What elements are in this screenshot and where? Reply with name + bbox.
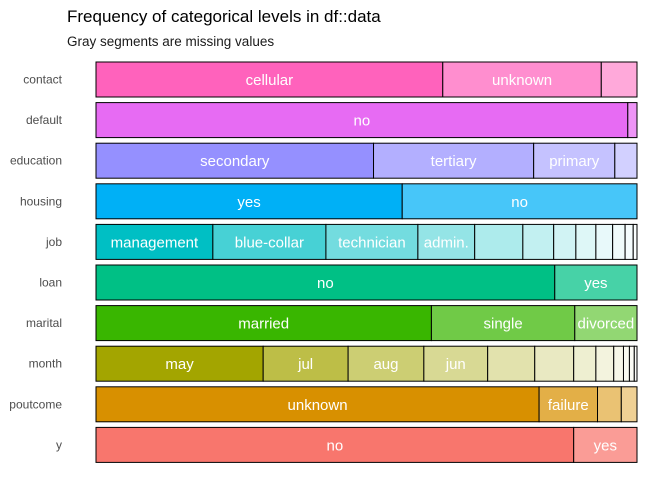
segment-contact-2 [600,61,638,98]
row-label-loan: loan [39,276,62,290]
segment-label-marital-single: single [483,316,522,333]
segment-label-housing-no: no [511,194,528,211]
segment-label-month-jul: jul [297,356,313,373]
segment-label-poutcome-failure: failure [548,397,589,414]
segment-label-contact-cellular: cellular [246,72,294,89]
segment-y-1 [573,426,638,463]
segment-label-education-secondary: secondary [200,153,270,170]
segment-month-9 [622,345,630,382]
segment-education-0 [95,142,375,179]
segment-education-3 [614,142,638,179]
segment-label-loan-yes: yes [584,275,607,292]
segment-job-0 [95,223,214,260]
row-label-poutcome: poutcome [9,397,62,411]
segment-education-1 [373,142,535,179]
segment-job-1 [212,223,327,260]
segment-job-10 [624,223,634,260]
segment-job-9 [612,223,626,260]
segment-month-0 [95,345,264,382]
segment-loan-0 [95,264,556,301]
segment-month-6 [573,345,597,382]
segment-label-marital-divorced: divorced [578,316,635,333]
segment-job-4 [474,223,524,260]
segment-label-education-primary: primary [549,153,600,170]
segment-housing-0 [95,183,403,220]
segment-contact-0 [95,61,444,98]
segment-label-month-may: may [165,356,194,373]
segment-label-default-no: no [354,113,371,130]
segment-job-3 [417,223,476,260]
segment-label-poutcome-unknown: unknown [288,397,348,414]
segment-label-job-technician: technician [338,234,406,251]
segment-month-2 [347,345,425,382]
segment-job-7 [575,223,597,260]
bars-group: contact cellular unknown default no education… [9,61,638,463]
segment-default-0 [95,102,629,139]
segment-loan-1 [554,264,638,301]
segment-job-8 [595,223,614,260]
segment-month-5 [534,345,575,382]
chart-subtitle: Gray segments are missing values [67,34,274,49]
segment-label-job-blue-collar: blue-collar [235,234,304,251]
segment-contact-1 [442,61,602,98]
segment-housing-1 [401,183,638,220]
row-label-y: y [56,438,62,452]
segment-label-y-yes: yes [594,437,617,454]
segment-month-3 [423,345,489,382]
segment-marital-1 [430,305,576,342]
segment-month-4 [487,345,536,382]
segment-label-contact-unknown: unknown [492,72,552,89]
row-label-month: month [29,357,62,371]
segment-label-y-no: no [327,437,344,454]
segment-month-11 [633,345,638,382]
segment-month-1 [262,345,349,382]
segment-label-month-aug: aug [373,356,398,373]
segment-job-5 [522,223,555,260]
segment-default-1 [627,102,638,139]
segment-poutcome-2 [597,386,622,423]
row-label-job: job [45,235,62,249]
segment-poutcome-1 [538,386,599,423]
segment-label-marital-married: married [238,316,289,333]
segment-marital-2 [574,305,638,342]
segment-education-2 [533,142,616,179]
row-label-housing: housing [20,194,62,208]
segment-label-job-admin: admin. [424,234,469,251]
chart-title: Frequency of categorical levels in df::d… [67,7,381,26]
row-label-marital: marital [26,316,62,330]
segment-label-month-jun: jun [445,356,466,373]
segment-month-7 [595,345,615,382]
segment-month-8 [613,345,624,382]
segment-label-housing-yes: yes [237,194,260,211]
segment-label-education-tertiary: tertiary [431,153,477,170]
segment-job-6 [553,223,577,260]
segment-poutcome-0 [95,386,540,423]
row-label-education: education [10,154,62,168]
row-label-default: default [26,113,63,127]
segment-job-11 [632,223,638,260]
segment-month-10 [628,345,635,382]
segment-label-loan-no: no [317,275,334,292]
row-label-contact: contact [23,73,62,87]
segment-poutcome-3 [620,386,638,423]
segment-label-job-management: management [111,234,199,251]
